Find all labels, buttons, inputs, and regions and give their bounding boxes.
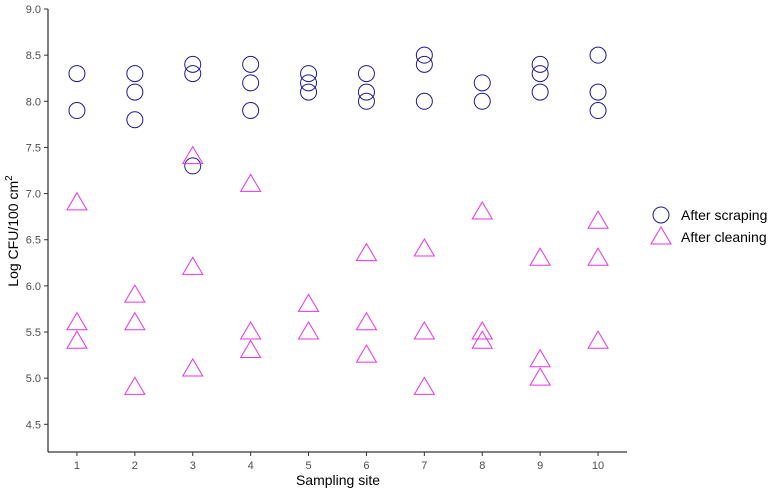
y-tick-label: 7.0 — [26, 189, 41, 201]
y-tick-label: 8.0 — [26, 96, 41, 108]
cleaning-point — [239, 321, 262, 340]
x-tick-label: 9 — [537, 460, 543, 472]
y-tick-label: 6.5 — [26, 235, 41, 247]
cleaning-point — [66, 191, 88, 211]
x-tick-label: 8 — [479, 460, 485, 472]
cleaning-point — [413, 321, 436, 340]
cleaning-point — [239, 173, 262, 192]
cleaning-point — [471, 321, 494, 340]
scraping-point — [531, 55, 549, 73]
y-axis-title-superscript: 2 — [4, 175, 15, 181]
scraping-point — [415, 55, 433, 73]
axes: 4.5 5.0 5.5 6.0 6.5 7.0 7.5 8.0 8.5 9.0 1 2 3 4 5 6 7 8 9 1… — [26, 4, 627, 472]
cleaning-point — [471, 330, 494, 349]
x-tick-label: 7 — [421, 460, 427, 472]
scraping-point — [184, 157, 202, 175]
scraping-point — [531, 83, 549, 101]
cleaning-point — [529, 247, 552, 266]
cleaning-point — [529, 367, 552, 386]
scraping-point — [300, 65, 318, 83]
scraping-point — [126, 65, 144, 83]
scraping-point — [126, 83, 144, 101]
x-tick-label: 4 — [248, 460, 254, 472]
y-tick-label: 6.0 — [26, 281, 41, 293]
cleaning-point — [355, 311, 378, 331]
cleaning-point — [181, 145, 204, 165]
legend-label: After cleaning — [681, 229, 767, 245]
cleaning-point — [587, 247, 609, 266]
cleaning-point — [297, 321, 320, 340]
y-axis-title-main: Log CFU/100 cm — [5, 181, 21, 287]
cleaning-point — [123, 311, 146, 331]
scraping-point — [589, 102, 607, 120]
cleaning-point — [181, 357, 204, 377]
cleaning-point — [413, 376, 436, 395]
x-axis-title: Sampling site — [296, 472, 380, 488]
y-tick-label: 8.5 — [26, 50, 41, 62]
data-marks — [66, 46, 609, 395]
y-axis-title: Log CFU/100 cm2 — [4, 175, 21, 287]
cleaning-point — [123, 376, 146, 395]
scraping-point — [126, 111, 144, 129]
cleaning-point — [66, 311, 88, 331]
legend-label: After scraping — [681, 207, 767, 223]
scraping-point — [415, 92, 433, 110]
x-tick-label: 1 — [74, 460, 80, 472]
scraping-point — [357, 83, 375, 101]
scraping-point — [184, 65, 202, 83]
y-tick-label: 5.0 — [26, 373, 41, 385]
cleaning-point — [471, 201, 494, 220]
x-tick-label: 3 — [190, 460, 196, 472]
cleaning-point — [355, 344, 378, 363]
legend-key-scraping — [652, 206, 670, 224]
x-tick-label: 2 — [132, 460, 138, 472]
cleaning-point — [181, 256, 204, 275]
cleaning-point — [66, 330, 88, 349]
cleaning-point — [297, 293, 320, 312]
y-tick-label: 9.0 — [26, 4, 41, 16]
scraping-point — [589, 46, 607, 64]
legend: After scraping After cleaning — [650, 206, 767, 245]
scraping-point — [589, 83, 607, 101]
cleaning-point — [587, 330, 609, 349]
scraping-point — [68, 102, 86, 120]
scraping-point — [473, 92, 491, 110]
cleaning-point — [355, 242, 378, 262]
cleaning-point — [587, 210, 609, 229]
scraping-point — [531, 65, 549, 83]
scraping-point — [242, 55, 260, 73]
y-tick-label: 5.5 — [26, 327, 41, 339]
scraping-point — [242, 74, 260, 92]
x-tick-label: 10 — [592, 460, 604, 472]
scraping-point — [68, 65, 86, 83]
scraping-point — [300, 74, 318, 92]
scraping-point — [473, 74, 491, 92]
y-tick-label: 4.5 — [26, 419, 41, 431]
x-tick-label: 5 — [305, 460, 311, 472]
scraping-point — [357, 65, 375, 83]
cleaning-point — [529, 348, 552, 368]
cleaning-point — [239, 339, 262, 358]
scraping-point — [357, 92, 375, 110]
cleaning-point — [413, 237, 436, 257]
scraping-point — [184, 55, 202, 73]
scraping-point — [242, 102, 260, 120]
x-tick-label: 6 — [363, 460, 369, 472]
legend-key-cleaning — [650, 226, 672, 245]
cleaning-point — [123, 284, 146, 303]
y-tick-label: 7.5 — [26, 142, 41, 154]
scraping-point — [415, 46, 433, 64]
scraping-point — [300, 83, 318, 101]
